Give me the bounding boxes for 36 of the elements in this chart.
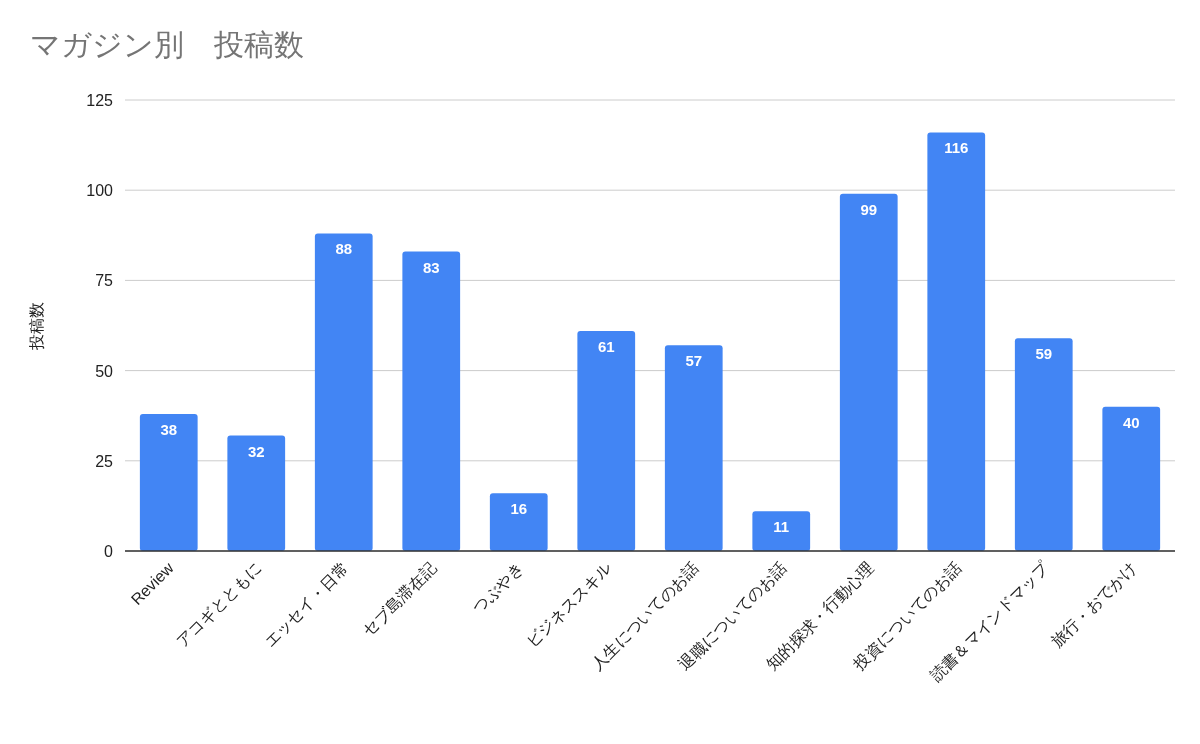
x-tick-label: 旅行・おでかけ bbox=[1048, 559, 1140, 651]
data-label: 16 bbox=[510, 500, 528, 518]
bar bbox=[577, 330, 636, 551]
data-label: 61 bbox=[597, 337, 615, 355]
bar bbox=[402, 251, 461, 551]
chart-title: マガジン別 投稿数 bbox=[30, 28, 304, 61]
data-label: 59 bbox=[1035, 345, 1053, 363]
y-tick-label: 50 bbox=[95, 362, 114, 380]
x-tick-label: つぶやき bbox=[469, 559, 527, 617]
y-tick-label: 125 bbox=[86, 92, 114, 109]
data-label: 57 bbox=[685, 352, 703, 370]
bar bbox=[839, 193, 898, 551]
bar bbox=[664, 345, 723, 551]
bar bbox=[1102, 406, 1161, 551]
x-tick-label: アコギとともに bbox=[173, 559, 265, 651]
bar bbox=[227, 435, 286, 551]
bar bbox=[1014, 338, 1073, 551]
data-label: 99 bbox=[860, 200, 878, 218]
data-label: 40 bbox=[1122, 413, 1140, 431]
y-tick-label: 100 bbox=[86, 182, 114, 200]
bar bbox=[752, 511, 811, 551]
y-axis-title: 投稿数 bbox=[28, 301, 45, 351]
bar bbox=[489, 493, 548, 551]
data-label: 32 bbox=[247, 442, 265, 460]
data-label: 11 bbox=[773, 518, 790, 536]
bar bbox=[927, 132, 986, 551]
bar bbox=[139, 413, 198, 551]
y-tick-label: 75 bbox=[95, 272, 114, 290]
data-label: 83 bbox=[422, 258, 440, 276]
y-tick-label: 0 bbox=[104, 543, 114, 560]
x-tick-label: セブ島滞在記 bbox=[359, 559, 440, 639]
y-tick-label: 25 bbox=[95, 452, 114, 470]
bar bbox=[314, 233, 373, 551]
data-label: 38 bbox=[160, 420, 178, 438]
data-label: 88 bbox=[335, 240, 353, 258]
data-label: 116 bbox=[944, 139, 969, 157]
